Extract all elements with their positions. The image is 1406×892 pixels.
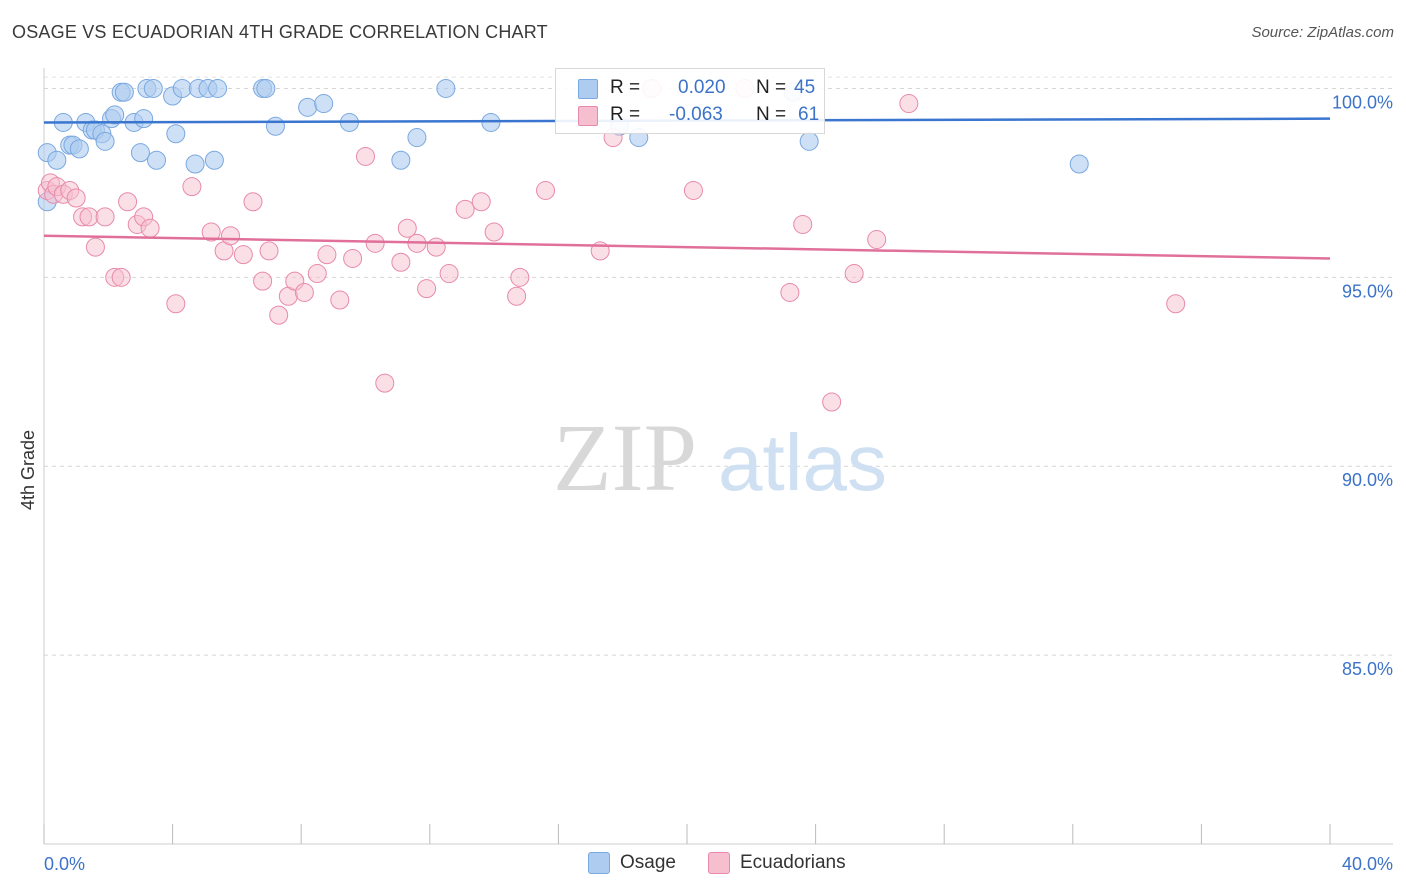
legend-r-label: R = [610,104,641,125]
point-ecuadorians [780,282,800,302]
series-name-ecuadorians: Ecuadorians [740,852,846,873]
point-ecuadorians [683,180,703,200]
point-osage [204,150,224,170]
trend-line-ecuadorians [43,234,1331,260]
watermark-atlas: atlas [718,418,887,507]
point-ecuadorians [317,245,337,265]
point-ecuadorians [822,392,842,412]
x-tick-label: 0.0% [44,854,85,874]
point-osage [95,131,115,151]
point-ecuadorians [536,180,556,200]
y-tick-label: 95.0% [1342,281,1393,301]
legend-n-label: N = [756,104,787,125]
point-osage [69,139,89,159]
point-ecuadorians [307,264,327,284]
point-osage [134,109,154,129]
point-ecuadorians [220,226,240,246]
point-osage [436,78,456,98]
point-ecuadorians [793,214,813,234]
point-ecuadorians [417,279,437,299]
point-ecuadorians [66,188,86,208]
point-osage [256,78,276,98]
point-ecuadorians [259,241,279,261]
point-osage [166,124,186,144]
gridlines [44,76,1393,656]
point-osage [407,128,427,148]
point-osage [130,143,150,163]
point-osage [185,154,205,174]
point-ecuadorians [95,207,115,227]
point-osage [799,131,819,151]
series-swatch-ecuadorians [708,852,730,874]
point-ecuadorians [111,267,131,287]
point-osage [265,116,285,136]
point-ecuadorians [397,218,417,238]
point-osage [114,82,134,102]
legend-r-value-ecuadorians: -0.063 [669,104,723,125]
point-ecuadorians [426,237,446,257]
legend-swatch-ecuadorians [578,106,598,126]
series-swatch-osage [588,852,610,874]
series-name-osage: Osage [620,852,676,873]
point-ecuadorians [85,237,105,257]
point-ecuadorians [510,267,530,287]
point-osage [143,78,163,98]
point-ecuadorians [484,222,504,242]
point-ecuadorians [471,192,491,212]
point-osage [391,150,411,170]
point-ecuadorians [356,146,375,166]
point-osage [1069,154,1089,174]
point-ecuadorians [79,207,99,227]
source-label: Source: ZipAtlas.com [1251,24,1394,41]
point-ecuadorians [253,271,273,291]
point-ecuadorians [867,230,887,250]
point-osage [172,78,192,98]
point-ecuadorians [201,222,221,242]
legend-n-value-osage: 45 [794,77,816,98]
point-ecuadorians [391,252,411,272]
y-tick-label: 85.0% [1342,659,1393,679]
point-osage [105,105,125,125]
y-axis-label: 4th Grade [18,430,38,510]
tick-labels: 100.0% 95.0% 90.0% 85.0% 0.0% 40.0% [44,92,1393,874]
point-osage [147,150,167,170]
point-ecuadorians [233,245,253,265]
point-ecuadorians [118,192,138,212]
point-ecuadorians [365,233,385,253]
point-ecuadorians [182,177,202,197]
legend-n-label: N = [756,77,787,98]
point-ecuadorians [439,264,459,284]
watermark-zip: ZIP [553,404,697,511]
chart-title: OSAGE VS ECUADORIAN 4TH GRADE CORRELATIO… [12,22,548,42]
point-ecuadorians [455,199,475,219]
point-ecuadorians [140,218,160,238]
point-ecuadorians [844,264,864,284]
point-ecuadorians [269,305,289,325]
point-osage [481,112,501,132]
point-osage [298,97,318,117]
point-ecuadorians [243,192,263,212]
y-tick-label: 100.0% [1332,92,1393,112]
point-osage [47,150,67,170]
point-ecuadorians [375,373,395,393]
x-tick-label: 40.0% [1342,854,1393,874]
point-ecuadorians [294,282,314,302]
point-ecuadorians [330,290,350,310]
point-ecuadorians [343,248,363,268]
point-ecuadorians [166,294,186,314]
point-ecuadorians [507,286,527,306]
point-ecuadorians [1166,294,1186,314]
legend-n-value-ecuadorians: 61 [798,104,820,125]
legend-swatch-osage [578,79,598,99]
point-ecuadorians [899,94,919,114]
point-osage [314,94,334,114]
point-osage [208,78,228,98]
y-tick-label: 90.0% [1342,470,1393,490]
legend-r-label: R = [610,77,641,98]
legend-r-value-osage: 0.020 [678,77,726,98]
correlation-legend: R = 0.020 N = 45 R = -0.063 N = 61 [555,68,825,134]
